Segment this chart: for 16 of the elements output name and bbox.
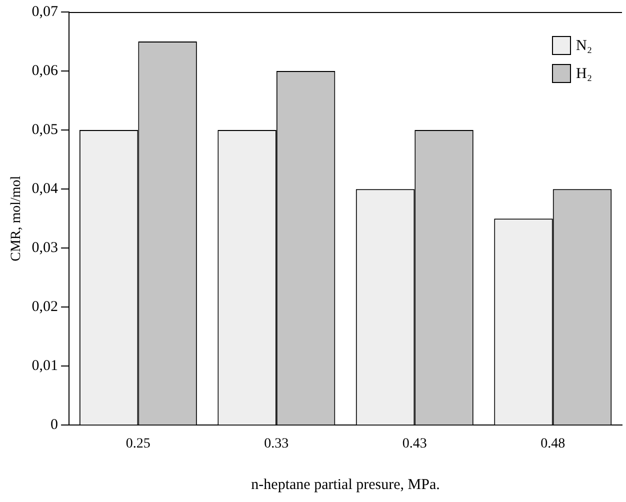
y-axis-title: CMR, mol/mol <box>9 176 24 262</box>
y-tick-label: 0,06 <box>32 62 59 79</box>
y-tick-label: 0,01 <box>32 358 58 374</box>
y-tick-label: 0,03 <box>32 240 58 256</box>
legend-label: H₂ <box>576 66 592 82</box>
x-axis-title: n-heptane partial presure, MPa. <box>251 476 440 493</box>
y-tick-label: 0 <box>50 417 58 434</box>
y-tick-label: 0,02 <box>32 299 58 316</box>
y-tick-label: 0,07 <box>32 4 59 20</box>
y-tick-label: 0,05 <box>32 122 58 138</box>
y-tick-label: 0,04 <box>32 181 59 198</box>
x-tick-label: 0.33 <box>264 436 289 452</box>
x-tick-label: 0.25 <box>126 436 150 452</box>
legend-label: N₂ <box>576 38 592 54</box>
x-tick-label: 0.48 <box>540 436 566 452</box>
x-tick-label: 0.43 <box>402 436 427 452</box>
